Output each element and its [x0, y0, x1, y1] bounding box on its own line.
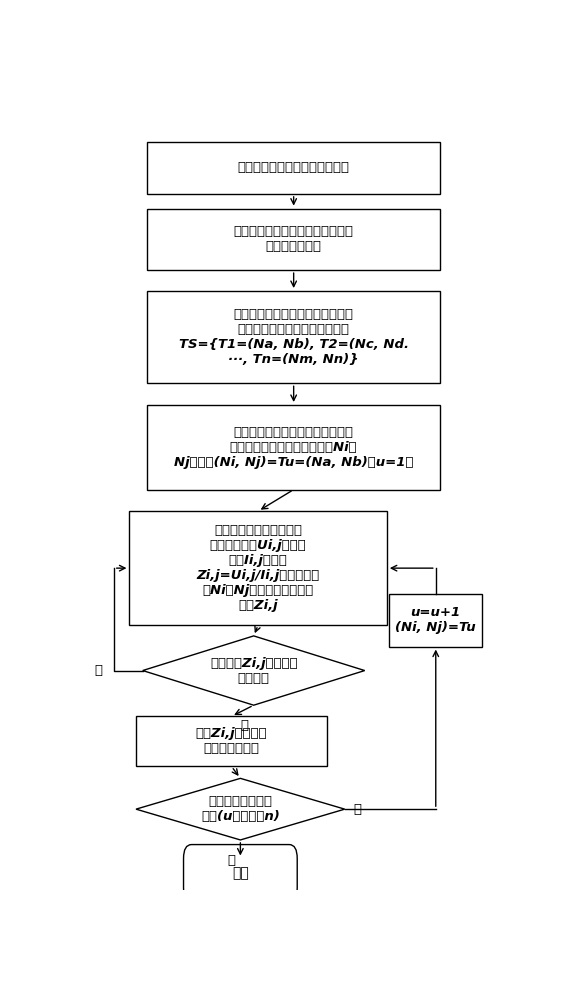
FancyBboxPatch shape — [183, 845, 297, 902]
FancyBboxPatch shape — [389, 594, 482, 647]
Text: 实时判断Zi,j是否满足
收敛条件: 实时判断Zi,j是否满足 收敛条件 — [210, 657, 297, 685]
FancyBboxPatch shape — [147, 405, 440, 490]
Polygon shape — [136, 778, 345, 840]
Text: 是: 是 — [241, 719, 249, 732]
FancyBboxPatch shape — [147, 291, 440, 383]
Text: u=u+1
(Ni, Nj)=Tu: u=u+1 (Ni, Nj)=Tu — [395, 606, 476, 635]
FancyBboxPatch shape — [147, 209, 440, 270]
Text: 用两个端子网络标识号表示一个端
口，制定被测电路端口测试序列
TS={T1=(Na, Nb), T2=(Nc, Nd.
···, Tn=(Nm, Nn)}: 用两个端子网络标识号表示一个端 口，制定被测电路端口测试序列 TS={T1=(N… — [179, 308, 409, 366]
Text: 在仿真电路中添加一个独立源，并
为其正负端子分配网络标识号Ni、
Nj，使得(Ni, Nj)=Tu=(Na, Nb)，u=1。: 在仿真电路中添加一个独立源，并 为其正负端子分配网络标识号Ni、 Nj，使得(N… — [174, 426, 413, 469]
FancyBboxPatch shape — [129, 511, 387, 625]
Text: 记录Zi,j作为当前
被测端口的阻抗: 记录Zi,j作为当前 被测端口的阻抗 — [196, 727, 267, 755]
Text: 测试序列是否执行
完毕(u是否等于n): 测试序列是否执行 完毕(u是否等于n) — [201, 795, 280, 823]
Text: 将被测电路的所有有源器件置零: 将被测电路的所有有源器件置零 — [238, 161, 350, 174]
Text: 为被测电路的各端子分配唯一且固
定的网络标识号: 为被测电路的各端子分配唯一且固 定的网络标识号 — [234, 225, 354, 253]
Polygon shape — [143, 636, 364, 705]
Text: 是: 是 — [227, 854, 236, 867]
Text: 结束: 结束 — [232, 866, 249, 880]
FancyBboxPatch shape — [147, 142, 440, 194]
FancyBboxPatch shape — [136, 716, 327, 766]
Text: 执行仿真，实时记录独立
源的端口电压Ui,j和端口
电流Ii,j并根据
Zi,j=Ui,j/Ii,j计算被测电
路Ni、Nj两端子组成端口的
阻抗Zi,j: 执行仿真，实时记录独立 源的端口电压Ui,j和端口 电流Ii,j并根据 Zi,j… — [197, 524, 320, 612]
Text: 否: 否 — [354, 803, 362, 816]
Text: 否: 否 — [95, 664, 103, 677]
